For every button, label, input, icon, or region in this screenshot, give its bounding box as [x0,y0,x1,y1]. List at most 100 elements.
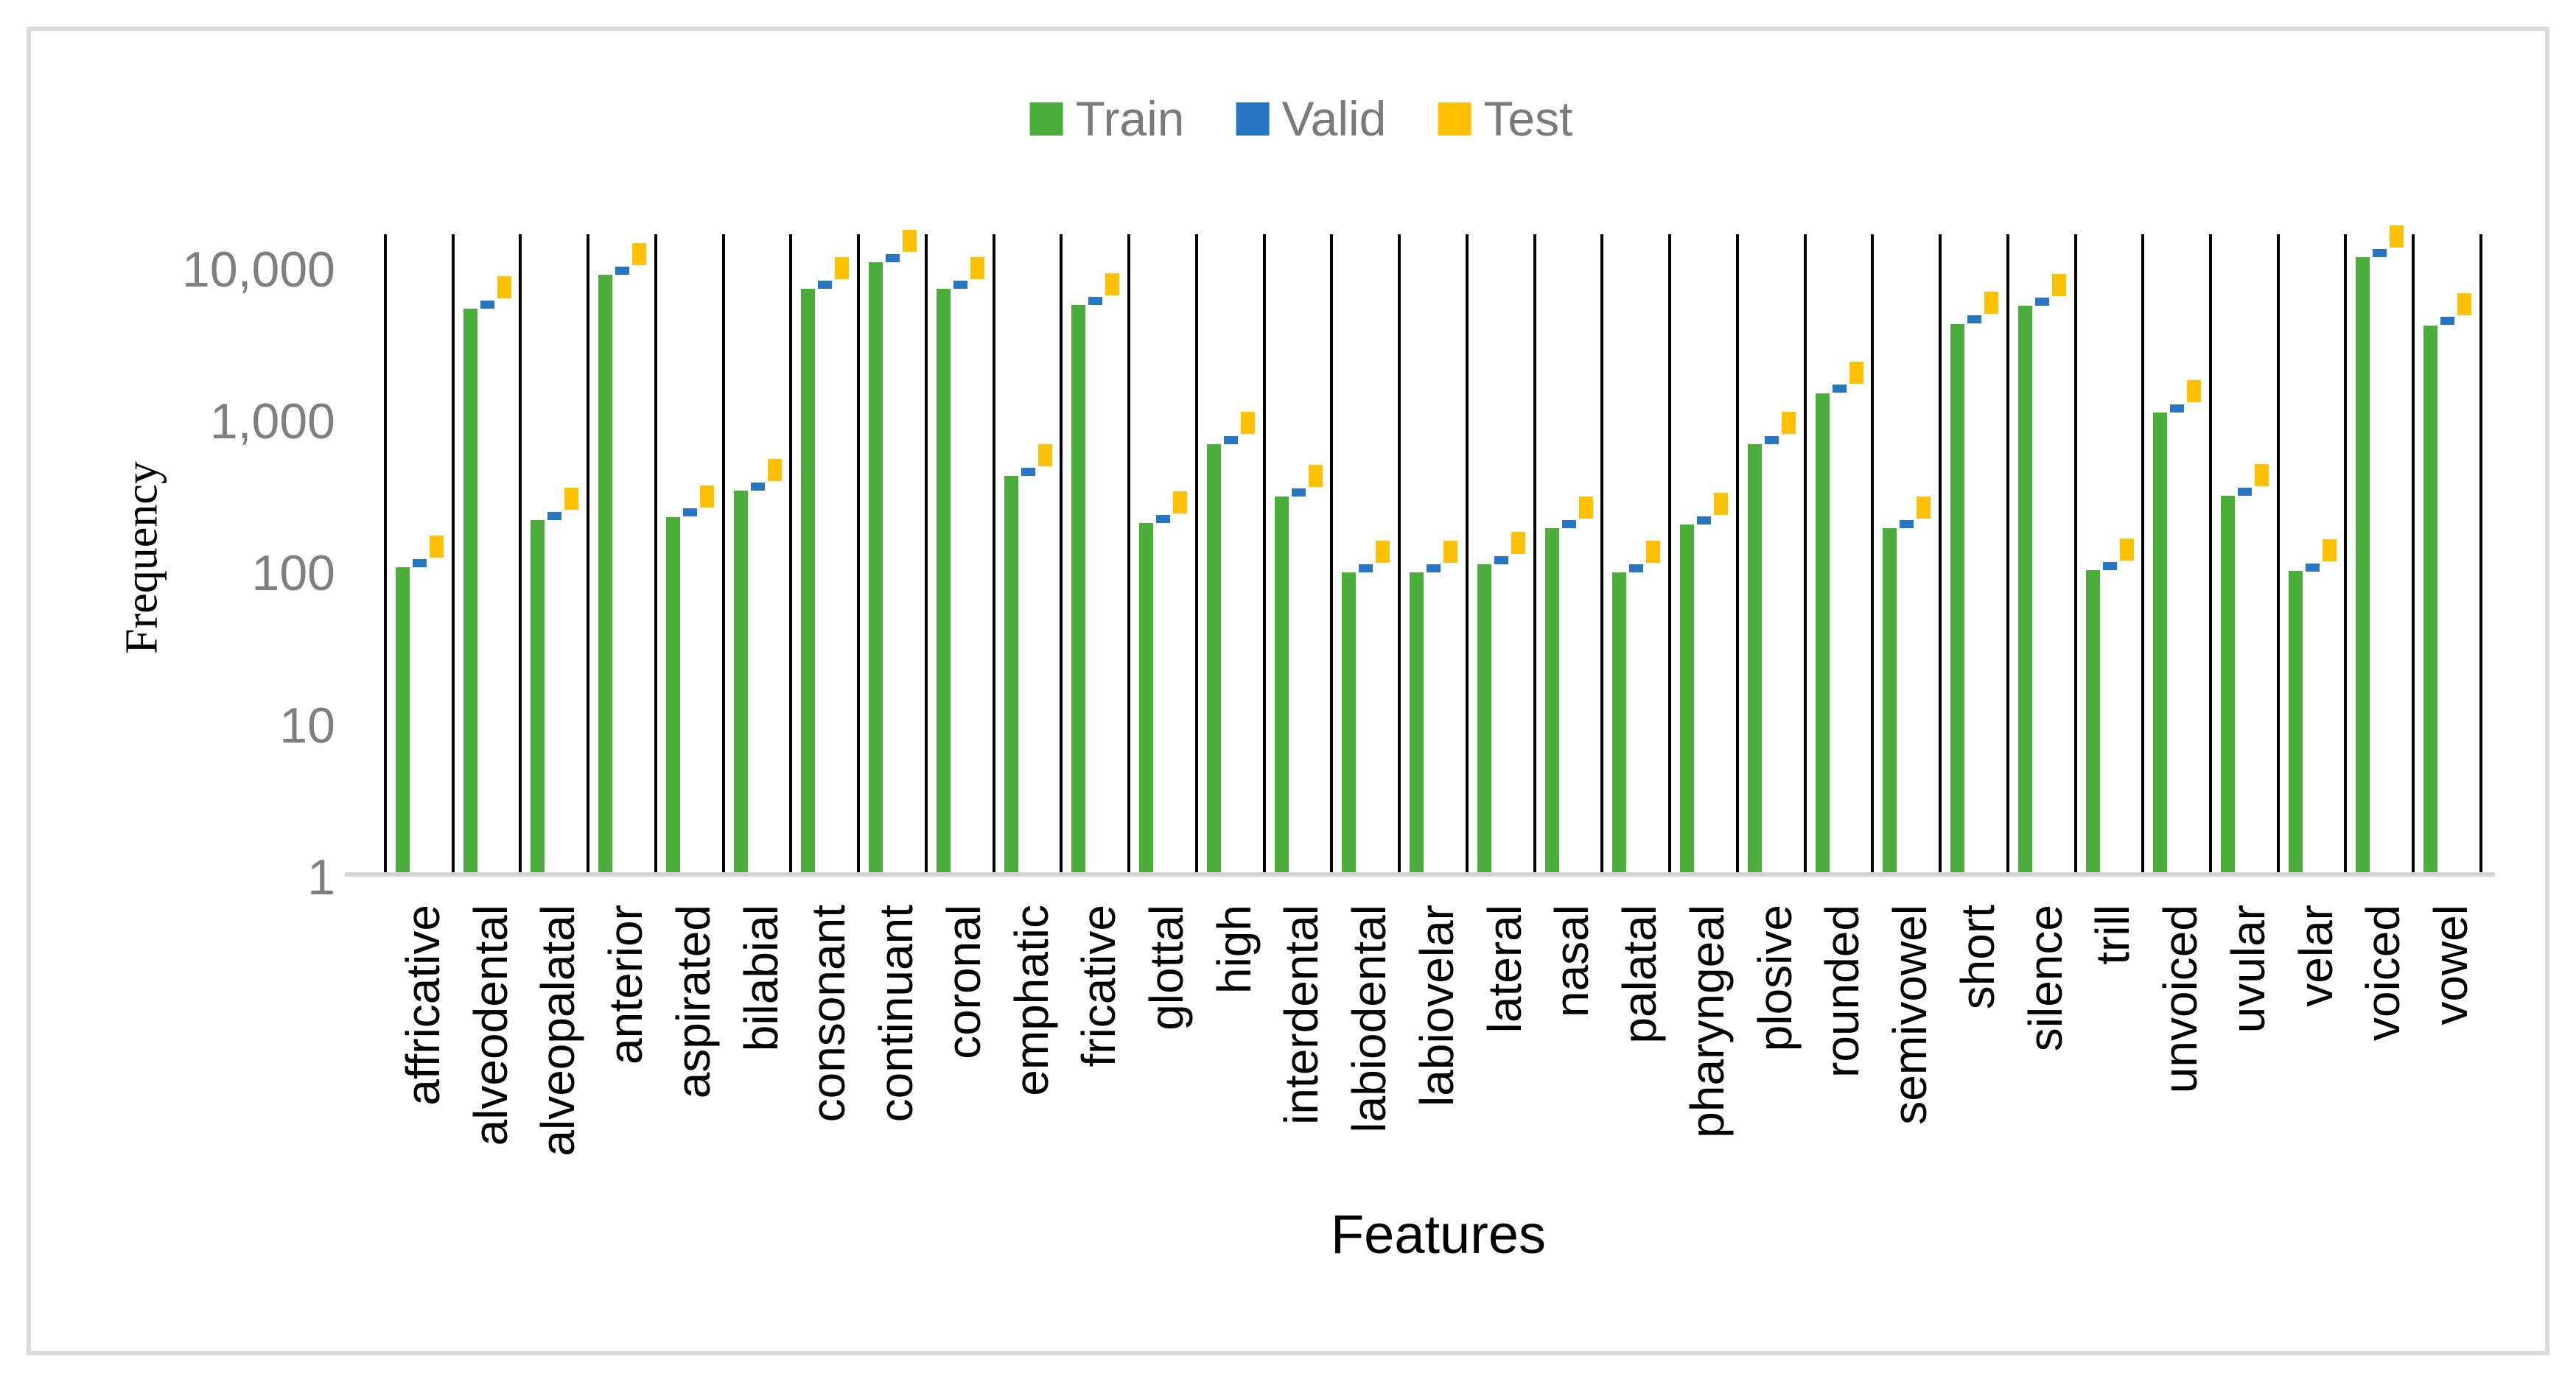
y-tick-label-10: 10 [279,697,335,754]
legend-item-test: Test [1438,94,1572,143]
test-mark-silence [2051,274,2066,297]
category-separator-line [1871,234,1875,872]
y-tick-label-100: 100 [251,545,335,602]
category-separator-line [789,234,793,872]
train-bar-rounded [1815,393,1830,872]
x-tick-label-high: high [1207,905,1261,994]
test-mark-aspirated [699,485,714,508]
test-mark-palatal [1646,540,1661,563]
train-bar-consonant [801,289,816,872]
category-separator-line [992,234,995,872]
valid-mark-voiced [2373,249,2387,258]
valid-mark-labiovelar [1427,564,1441,573]
valid-mark-pharyngeal [1697,516,1712,525]
category-separator-line [924,234,928,872]
train-bar-palatal [1612,572,1627,872]
category-separator-line [2141,234,2145,872]
category-separator-line [1330,234,1334,872]
valid-mark-velar [2305,563,2320,572]
x-tick-label-consonant: consonant [802,905,855,1123]
train-bar-silence [2017,306,2032,872]
x-tick-label-velar: velar [2289,905,2342,1007]
test-mark-velar [2322,539,2337,561]
category-separator-line [1398,234,1401,872]
y-tick-label-1,000: 1,000 [209,393,335,450]
test-mark-rounded [1849,361,1863,384]
valid-mark-plosive [1764,435,1779,444]
train-bar-uvular [2220,496,2235,872]
category-separator-line [2412,234,2415,872]
legend-item-train: Train [1029,94,1185,143]
x-tick-label-short: short [1950,905,2004,1010]
train-bar-velar [2288,571,2303,872]
x-tick-label-semivowel: semivowel [1883,905,1937,1125]
chart-legend: Train Valid Test [1029,91,1572,146]
x-tick-label-anterior: anterior [599,905,653,1064]
test-mark-fricative [1105,273,1120,295]
train-bar-glottal [1139,523,1154,872]
legend-label-valid: Valid [1281,91,1387,146]
x-tick-label-affricative: affricative [396,905,449,1106]
x-tick-label-coronal: coronal [937,905,990,1059]
category-separator-line [1668,234,1672,872]
x-tick-label-plosive: plosive [1748,905,1802,1052]
category-separator-line [1803,234,1807,872]
train-bar-alveodental [463,308,477,872]
test-mark-alveopalatal [564,488,579,511]
valid-mark-silence [2034,298,2049,306]
test-mark-high [1240,412,1255,435]
train-bar-bilabial [733,491,748,872]
valid-mark-bilabial [750,482,765,491]
valid-mark-unvoiced [2170,404,2185,413]
legend-item-valid: Valid [1236,91,1387,146]
test-mark-continuant [903,230,917,253]
test-swatch-icon [1438,102,1471,136]
x-tick-label-voiced: voiced [2356,905,2410,1041]
test-mark-glottal [1173,491,1188,513]
x-tick-label-labiovelar: labiovelar [1410,905,1463,1106]
train-bar-affricative [396,567,410,872]
train-swatch-icon [1029,102,1063,136]
category-separator-line [1533,234,1536,872]
legend-label-test: Test [1483,91,1573,146]
x-tick-label-labiodental: labiodental [1343,905,1396,1133]
train-bar-alveopalatal [531,519,545,872]
train-bar-semivowel [1883,527,1897,872]
test-mark-voiced [2390,225,2404,248]
category-separator-line [2479,234,2482,872]
train-bar-continuant [869,262,883,872]
valid-mark-labiodental [1359,564,1373,573]
valid-mark-alveopalatal [547,511,562,520]
test-mark-interdental [1308,465,1323,488]
train-bar-pharyngeal [1680,525,1695,872]
x-tick-label-uvular: uvular [2221,905,2275,1034]
x-tick-label-lateral: lateral [1477,905,1531,1034]
x-axis-line [345,872,2495,877]
train-bar-interdental [1274,497,1289,872]
train-bar-voiced [2356,257,2370,872]
valid-mark-fricative [1088,296,1103,305]
category-separator-line [2073,234,2077,872]
train-bar-nasal [1544,527,1559,872]
category-separator-line [1735,234,1739,872]
test-mark-coronal [970,257,984,280]
train-bar-plosive [1747,443,1762,872]
train-bar-unvoiced [2153,412,2168,872]
test-mark-affricative [430,535,444,558]
valid-mark-interdental [1291,488,1306,497]
test-mark-bilabial [767,458,782,481]
x-tick-label-alveodental: alveodental [463,905,517,1146]
train-bar-anterior [598,275,613,872]
category-separator-line [1465,234,1469,872]
train-bar-fricative [1071,304,1086,872]
train-bar-emphatic [1004,475,1018,872]
x-tick-label-trill: trill [2086,905,2140,965]
x-tick-label-emphatic: emphatic [1004,905,1058,1096]
valid-mark-vowel [2440,317,2455,326]
test-mark-emphatic [1037,443,1052,466]
category-separator-line [2208,234,2212,872]
x-tick-label-interdental: interdental [1275,905,1329,1125]
x-tick-label-fricative: fricative [1072,905,1126,1067]
test-mark-nasal [1578,496,1593,519]
test-mark-semivowel [1917,496,1931,519]
